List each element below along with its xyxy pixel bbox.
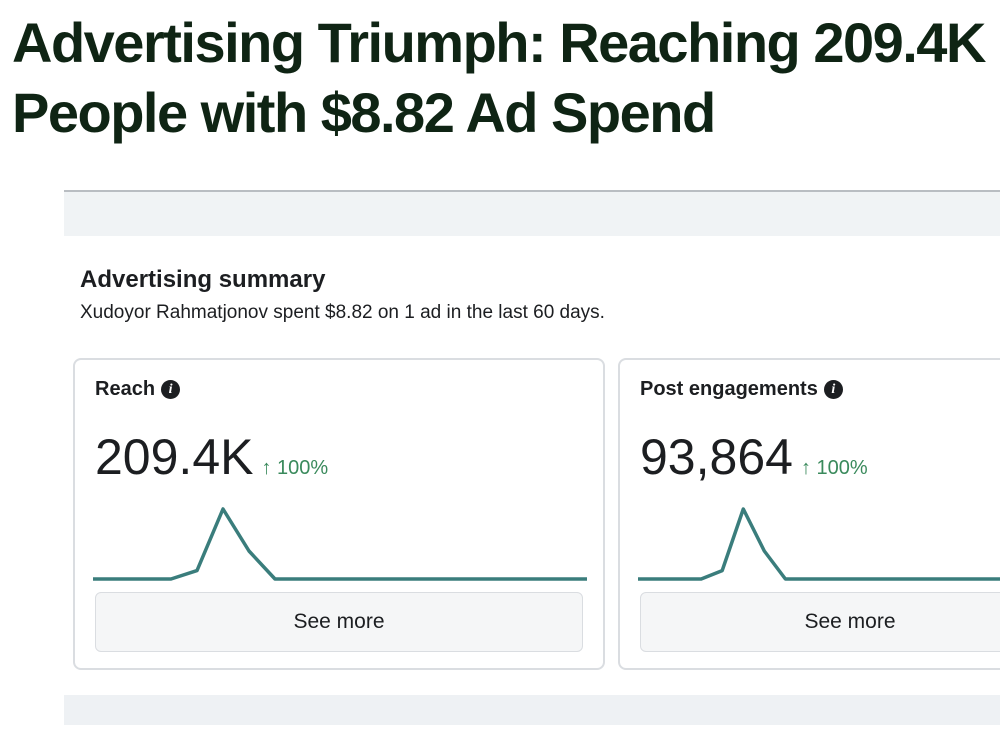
post-engagements-sparkline-path bbox=[638, 507, 1000, 581]
post-engagements-label-row: Post engagements i bbox=[640, 378, 843, 401]
reach-see-more-button[interactable]: See more bbox=[95, 592, 583, 652]
summary-title: Advertising summary bbox=[80, 266, 326, 293]
bottom-band bbox=[64, 695, 1000, 725]
post-engagements-change: ↑ 100% bbox=[800, 457, 868, 479]
top-divider bbox=[64, 190, 1000, 192]
headline: Advertising Triumph: Reaching 209.4K Peo… bbox=[12, 11, 986, 144]
post-engagements-metric-row: 93,864 ↑ 100% bbox=[640, 428, 868, 486]
summary-subtitle: Xudoyor Rahmatjonov spent $8.82 on 1 ad … bbox=[80, 302, 605, 323]
reach-metric-row: 209.4K ↑ 100% bbox=[95, 428, 328, 486]
info-icon[interactable]: i bbox=[161, 380, 181, 399]
post-engagements-sparkline bbox=[638, 507, 1000, 581]
ads-screenshot: Advertising summary Xudoyor Rahmatjonov … bbox=[64, 190, 1000, 750]
reach-change: ↑ 100% bbox=[261, 457, 329, 479]
info-icon[interactable]: i bbox=[823, 380, 843, 399]
post-engagements-card: Post engagements i 93,864 ↑ 100% See mor… bbox=[618, 358, 1000, 670]
post-engagements-value: 93,864 bbox=[640, 429, 793, 485]
reach-sparkline bbox=[93, 507, 587, 581]
reach-value: 209.4K bbox=[95, 429, 254, 485]
reach-label: Reach bbox=[95, 378, 156, 400]
reach-sparkline-path bbox=[93, 507, 587, 581]
post-engagements-label: Post engagements bbox=[640, 378, 818, 400]
reach-label-row: Reach i bbox=[95, 378, 181, 401]
post-engagements-see-more-button[interactable]: See more bbox=[640, 592, 1000, 652]
reach-card: Reach i 209.4K ↑ 100% See more bbox=[73, 358, 605, 670]
top-band bbox=[64, 192, 1000, 236]
